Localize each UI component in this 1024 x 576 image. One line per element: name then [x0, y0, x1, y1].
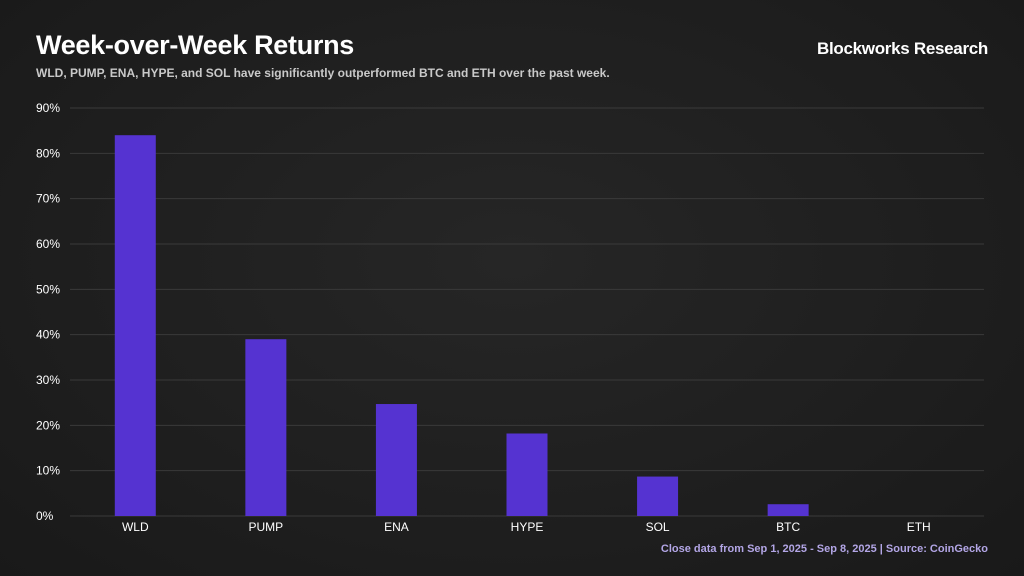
bar-pump [245, 339, 287, 516]
bar-hype [506, 433, 548, 516]
y-tick-label: 60% [36, 237, 60, 251]
x-tick-label: ETH [907, 520, 931, 534]
x-tick-label: ENA [384, 520, 409, 534]
y-tick-label: 0% [36, 509, 54, 523]
x-axis-ticks: WLD PUMP ENA HYPE SOL BTC ETH [122, 520, 931, 534]
bar-ena [375, 404, 417, 516]
y-tick-label: 50% [36, 282, 60, 296]
chart-subtitle: WLD, PUMP, ENA, HYPE, and SOL have signi… [36, 66, 610, 80]
x-tick-label: WLD [122, 520, 149, 534]
gridlines [70, 107, 984, 517]
bars [114, 135, 809, 516]
source-note: Close data from Sep 1, 2025 - Sep 8, 202… [660, 543, 988, 555]
y-tick-label: 40% [36, 328, 60, 342]
y-tick-label: 90% [36, 101, 60, 115]
y-tick-label: 10% [36, 464, 60, 478]
bar-btc [767, 504, 809, 516]
y-tick-label: 20% [36, 418, 60, 432]
y-tick-label: 70% [36, 192, 60, 206]
x-tick-label: PUMP [249, 520, 284, 534]
bar-wld [114, 135, 156, 516]
chart-title: Week-over-Week Returns [36, 30, 355, 60]
brand-logo-text: Blockworks Research [817, 39, 988, 58]
bar-sol [637, 476, 679, 516]
x-tick-label: BTC [776, 520, 800, 534]
y-tick-label: 80% [36, 146, 60, 160]
y-tick-label: 30% [36, 373, 60, 387]
x-tick-label: SOL [646, 520, 670, 534]
y-axis-ticks: 0% 10% 20% 30% 40% 50% 60% 70% 80% 90% [36, 101, 60, 523]
x-tick-label: HYPE [511, 520, 544, 534]
